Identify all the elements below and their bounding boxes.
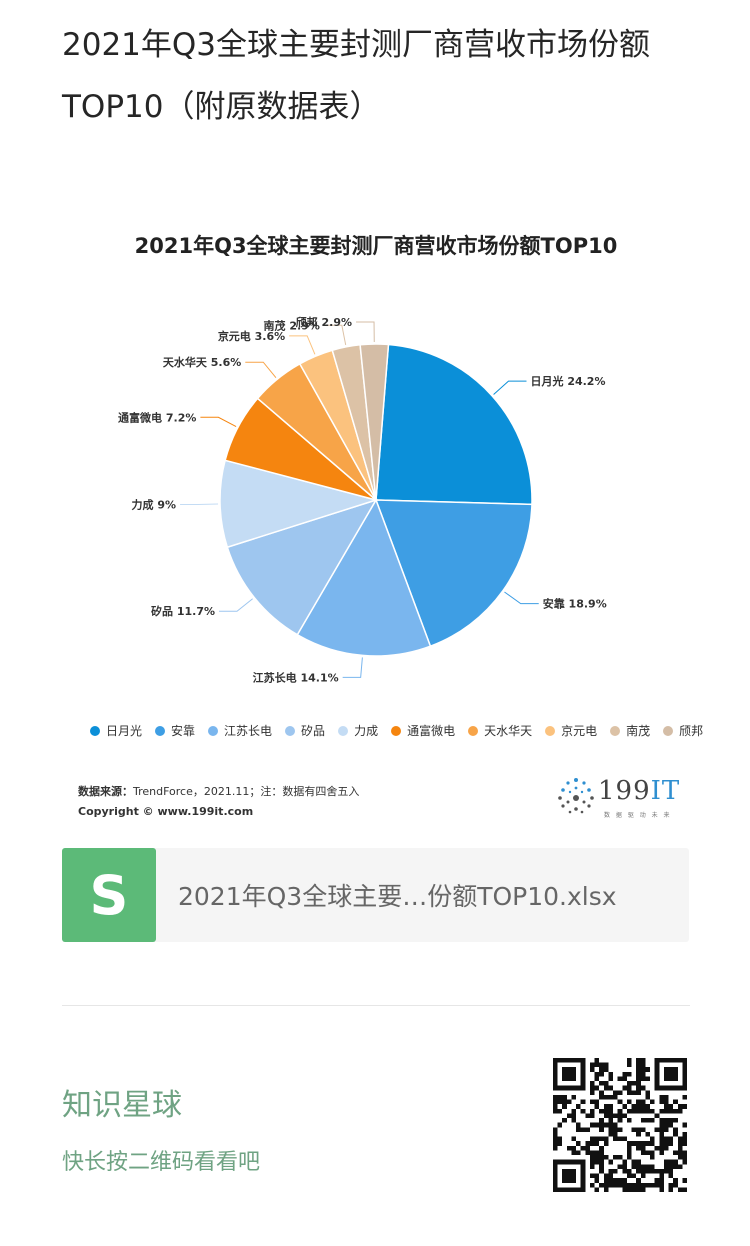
data-source: 数据来源：TrendForce，2021.11；注：数据有四舍五入 Copyri… (78, 782, 359, 822)
legend-swatch (391, 725, 402, 736)
slice-label: 安靠 18.9% (543, 597, 607, 611)
pie-slice (374, 499, 533, 648)
legend-item: 矽品 (285, 722, 325, 739)
leader-line (356, 321, 375, 343)
legend-swatch (610, 725, 621, 736)
chart-title: 2021年Q3全球主要封测厂商营收市场份额TOP10 (134, 234, 618, 258)
legend-item: 通富微电 (391, 722, 455, 739)
legend-label: 通富微电 (407, 724, 456, 738)
legend-item: 安靠 (155, 722, 195, 739)
legend-label: 矽品 (301, 724, 326, 738)
pie-slice (375, 343, 533, 506)
slice-label: 矽品 11.7% (151, 604, 215, 618)
slice-label: 京元电 3.6% (218, 329, 285, 343)
pie-slice (296, 498, 432, 657)
slice-label: 力成 9% (132, 497, 177, 511)
post-title: 2021年Q3全球主要封测厂商营收市场份额TOP10（附原数据表） (62, 27, 651, 125)
brand-tagline: 数 据 驱 动 未 来 (604, 812, 672, 819)
chart-legend: 日月光 安靠 江苏长电 矽品 力成 通富微电 天水华天 京元电 南茂 颀邦 (90, 722, 703, 739)
slice-label: 南茂 2.9% (264, 318, 320, 332)
legend-label: 京元电 (561, 724, 598, 738)
attachment-card[interactable]: S 2021年Q3全球主要…份额TOP10.xlsx (62, 848, 689, 942)
spreadsheet-icon: S (62, 848, 156, 942)
legend-item: 江苏长电 (208, 722, 272, 739)
leader-line (289, 335, 316, 355)
legend-item: 京元电 (545, 722, 597, 739)
slice-label: 天水华天 5.6% (163, 355, 241, 369)
leader-line (342, 657, 363, 678)
source-text: TrendForce，2021.11；注：数据有四舍五入 (133, 785, 360, 798)
brand-logo: 199IT 数 据 驱 动 未 来 (554, 774, 680, 824)
attachment-filename[interactable]: 2021年Q3全球主要…份额TOP10.xlsx (178, 882, 617, 911)
leader-line (180, 503, 219, 505)
legend-swatch (663, 725, 674, 736)
legend-label: 江苏长电 (224, 724, 273, 738)
legend-swatch (155, 725, 166, 736)
legend-label: 日月光 (106, 724, 143, 738)
pie-slice (359, 343, 390, 501)
leader-line (323, 324, 347, 346)
legend-label: 颀邦 (679, 724, 704, 738)
leader-line (219, 598, 253, 612)
leader-line (200, 416, 237, 428)
slice-label: 颀邦 2.9% (296, 315, 352, 329)
divider (62, 1005, 690, 1006)
legend-label: 安靠 (171, 724, 196, 738)
legend-item: 日月光 (90, 722, 142, 739)
leader-line (493, 380, 527, 395)
legend-label: 天水华天 (484, 724, 533, 738)
pie-slice (226, 498, 378, 636)
legend-item: 南茂 (610, 722, 650, 739)
pie-chart: 日月光 24.2% 安靠 18.9% 江苏长电 14.1% 矽品 11.7% 力成 9%… (118, 315, 607, 684)
chart-image: 2021年Q3全球主要封测厂商营收市场份额TOP10 日月光 24.2% 安靠 1… (62, 200, 703, 830)
legend-label: 力成 (354, 724, 379, 738)
brand-dots-icon (558, 778, 594, 814)
brand-name: 199 (598, 776, 651, 806)
legend-item: 力成 (338, 722, 378, 739)
planet-hint: 快长按二维码看看吧 (62, 1150, 261, 1175)
copyright-text: Copyright © www.199it.com (78, 805, 254, 818)
qr-code[interactable] (553, 1058, 687, 1192)
legend-swatch (208, 725, 219, 736)
leader-line (504, 591, 539, 605)
legend-swatch (285, 725, 296, 736)
legend-swatch (338, 725, 349, 736)
legend-swatch (545, 725, 556, 736)
slice-label: 通富微电 7.2% (118, 410, 196, 424)
leader-line (245, 361, 277, 379)
source-label: 数据来源： (78, 785, 133, 798)
pie-slice (219, 459, 379, 549)
slice-label: 江苏长电 14.1% (253, 670, 339, 684)
slice-label: 日月光 24.2% (530, 374, 605, 388)
brand-name-it: IT (650, 776, 681, 806)
planet-name: 知识星球 (62, 1088, 182, 1123)
legend-swatch (468, 725, 479, 736)
legend-item: 颀邦 (663, 722, 703, 739)
legend-swatch (90, 725, 100, 736)
legend-item: 天水华天 (468, 722, 532, 739)
legend-label: 南茂 (626, 724, 651, 738)
